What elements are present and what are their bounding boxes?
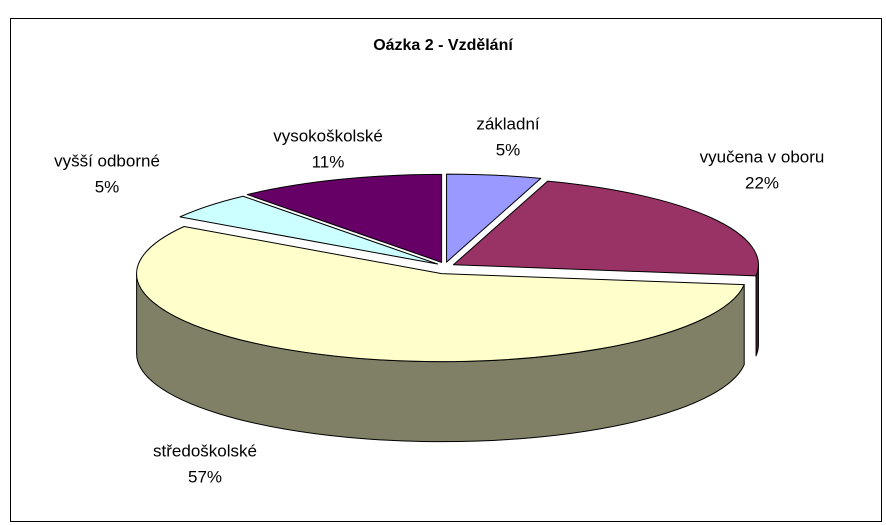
slice [179, 195, 438, 265]
slice-label: vyšší odborné [54, 151, 160, 170]
pie-labels: základní 5% vyučena v oboru 22% středoškolsk… [54, 114, 824, 486]
slice-label: středoškolské [153, 441, 257, 460]
slice [246, 173, 443, 263]
slice-value-label: 11% [312, 152, 345, 171]
slice [446, 173, 542, 263]
slice-label: základní [476, 114, 540, 133]
slice-value-label: 5% [496, 140, 521, 159]
slice-value-label: 22% [745, 173, 779, 192]
chart-title: Oázka 2 - Vzdělání [373, 37, 513, 54]
slice-label: vysokoškolské [273, 126, 383, 145]
slice [452, 180, 759, 277]
pie-tops [136, 173, 759, 363]
slice-value-label: 57% [188, 467, 222, 486]
slice-side [755, 264, 759, 357]
slice [136, 225, 745, 363]
slice-value-label: 5% [95, 177, 120, 196]
slice-label: vyučena v oboru [700, 147, 825, 166]
